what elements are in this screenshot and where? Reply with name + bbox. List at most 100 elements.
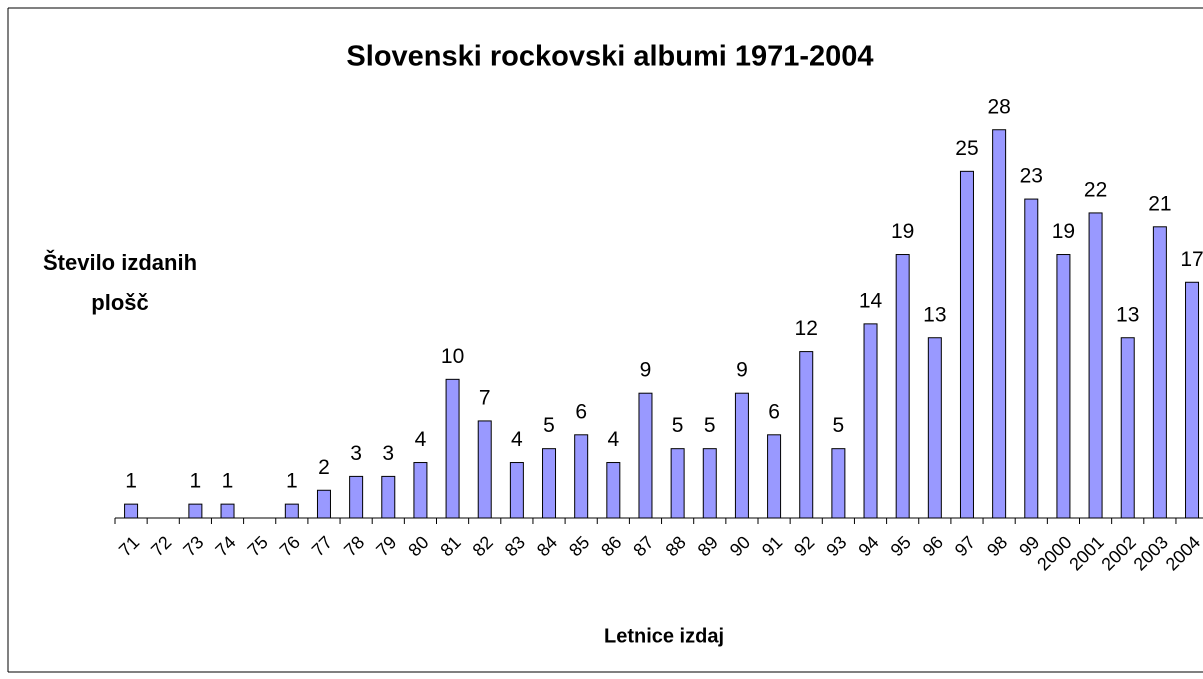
data-label: 19 [1052, 220, 1075, 243]
bar [1088, 212, 1103, 519]
x-tick-label: 94 [854, 532, 882, 560]
bar [316, 489, 331, 519]
x-tick-label: 93 [822, 532, 850, 560]
data-label: 4 [607, 428, 619, 451]
data-label: 13 [923, 303, 946, 326]
data-label: 5 [672, 414, 684, 437]
data-label: 21 [1148, 192, 1171, 215]
bar [542, 448, 557, 519]
data-label: 14 [859, 289, 883, 312]
chart-title: Slovenski rockovski albumi 1971-2004 [346, 41, 873, 73]
data-label: 5 [704, 414, 716, 437]
data-label: 1 [286, 470, 298, 493]
bar [863, 323, 878, 519]
bar [124, 503, 139, 519]
x-tick-label: 88 [662, 532, 690, 560]
bar [799, 351, 814, 519]
data-label: 9 [640, 359, 652, 382]
data-label: 9 [736, 359, 748, 382]
data-label: 4 [511, 428, 523, 451]
bar [831, 448, 846, 519]
bar [1185, 281, 1200, 519]
x-tick-label: 90 [726, 532, 754, 560]
bar [220, 503, 235, 519]
bar [992, 129, 1007, 519]
data-label: 3 [382, 442, 394, 465]
x-tick-label: 98 [983, 532, 1011, 560]
data-label: 22 [1084, 178, 1107, 201]
data-label: 4 [415, 428, 427, 451]
x-tick-label: 2002 [1097, 532, 1139, 574]
bar [895, 254, 910, 519]
data-label: 10 [441, 345, 464, 368]
data-label: 12 [795, 317, 818, 340]
bar [1024, 198, 1039, 519]
x-tick-label: 91 [758, 532, 786, 560]
bar [1152, 226, 1167, 519]
x-tick-label: 72 [147, 532, 175, 560]
bar [574, 434, 589, 519]
bar [767, 434, 782, 519]
x-tick-label: 96 [919, 532, 947, 560]
data-label: 3 [350, 442, 362, 465]
data-label: 25 [955, 137, 978, 160]
data-label: 5 [543, 414, 555, 437]
bar [413, 462, 428, 519]
x-tick-label: 74 [211, 532, 239, 560]
bar [606, 462, 621, 519]
bar [349, 475, 364, 519]
bar [734, 392, 749, 519]
y-axis-label: Število izdanih plošč [42, 250, 198, 315]
x-tick-label: 86 [597, 532, 625, 560]
x-tick-label: 84 [533, 532, 561, 560]
data-label: 23 [1020, 165, 1043, 188]
data-label: 6 [768, 400, 780, 423]
bar [188, 503, 203, 519]
x-tick-label: 95 [887, 532, 915, 560]
bar [445, 378, 460, 519]
x-tick-label: 83 [501, 532, 529, 560]
x-tick-label: 2000 [1033, 532, 1075, 574]
data-label: 5 [833, 414, 845, 437]
data-label: 1 [125, 470, 137, 493]
bar [381, 475, 396, 519]
data-label: 1 [190, 470, 202, 493]
x-tick-label: 2004 [1162, 532, 1203, 574]
data-label: 17 [1180, 248, 1203, 271]
x-tick-label: 79 [372, 532, 400, 560]
x-tick-label: 77 [308, 532, 336, 560]
x-tick-label: 92 [790, 532, 818, 560]
data-label: 19 [891, 220, 914, 243]
x-tick-label: 85 [565, 532, 593, 560]
data-label: 28 [987, 95, 1010, 118]
x-tick-label: 71 [115, 532, 143, 560]
x-tick-label: 75 [244, 532, 272, 560]
x-tick-label: 2003 [1130, 532, 1172, 574]
x-axis-label: Letnice izdaj [604, 625, 724, 647]
data-label: 13 [1116, 303, 1139, 326]
data-label: 2 [318, 456, 330, 479]
data-label: 7 [479, 386, 491, 409]
data-label: 6 [575, 400, 587, 423]
bar [1120, 337, 1135, 519]
x-tick-label: 81 [436, 532, 464, 560]
bar [927, 337, 942, 519]
bar [702, 448, 717, 519]
bar [509, 462, 524, 519]
x-tick-label: 78 [340, 532, 368, 560]
x-tick-label: 73 [179, 532, 207, 560]
data-label: 1 [222, 470, 234, 493]
x-tick-label: 80 [404, 532, 432, 560]
x-tick-label: 76 [276, 532, 304, 560]
x-tick-label: 2001 [1065, 532, 1107, 574]
bar [1056, 254, 1071, 519]
bar [284, 503, 299, 519]
x-tick-label: 97 [951, 532, 979, 560]
bar [638, 392, 653, 519]
x-tick-label: 89 [694, 532, 722, 560]
x-tick-label: 82 [469, 532, 497, 560]
bar [477, 420, 492, 519]
bar [959, 170, 974, 519]
